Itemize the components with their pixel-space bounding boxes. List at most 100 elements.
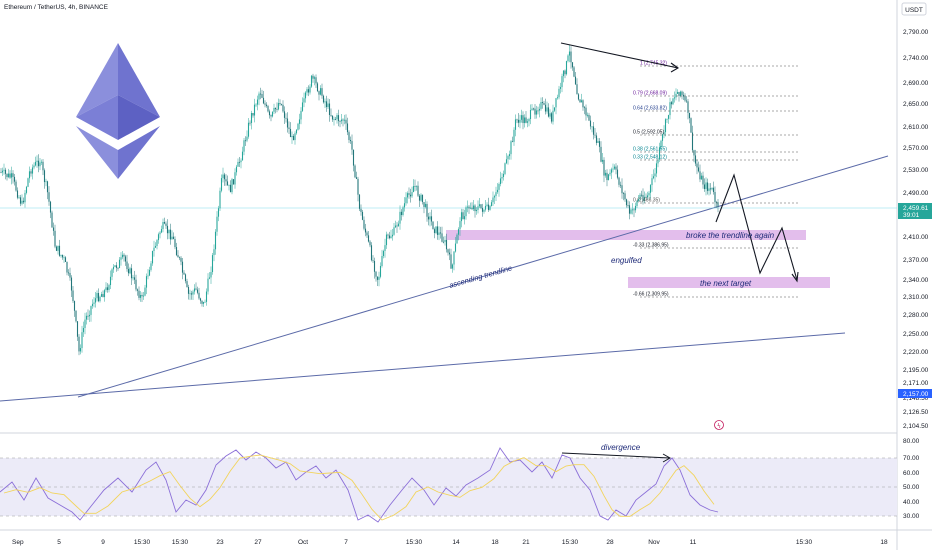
candle-body[interactable] [10,173,13,178]
candle-body[interactable] [96,293,98,299]
candle-body[interactable] [603,159,605,176]
candle-body[interactable] [523,117,526,123]
candle-body[interactable] [196,289,199,293]
candle-body[interactable] [636,200,638,206]
candle-body[interactable] [538,108,541,111]
candle-body[interactable] [591,126,593,128]
candle-body[interactable] [711,187,713,190]
candle-body[interactable] [270,115,272,117]
candle-body[interactable] [73,301,76,311]
candle-body[interactable] [534,108,536,115]
candle-body[interactable] [354,165,356,178]
candle-body[interactable] [699,171,701,180]
candle-body[interactable] [330,114,332,116]
candle-body[interactable] [148,269,151,276]
candle-body[interactable] [489,206,491,210]
candle-body[interactable] [553,107,556,111]
candle-body[interactable] [517,119,520,123]
candle-body[interactable] [297,123,299,130]
candle-body[interactable] [352,149,355,166]
candle-body[interactable] [477,206,479,210]
candle-body[interactable] [231,179,233,193]
candle-body[interactable] [592,126,595,135]
candle-body[interactable] [39,162,41,167]
candle-body[interactable] [576,84,578,95]
candle-body[interactable] [385,234,388,246]
candle-body[interactable] [259,93,262,95]
candle-body[interactable] [216,216,218,232]
candle-body[interactable] [429,216,431,220]
candle-body[interactable] [115,265,118,268]
candle-body[interactable] [69,272,71,278]
candle-body[interactable] [333,118,335,120]
candle-body[interactable] [217,208,220,217]
candle-body[interactable] [660,140,662,148]
candle-body[interactable] [129,268,131,274]
candle-body[interactable] [645,196,647,198]
candle-body[interactable] [184,274,187,282]
candle-body[interactable] [376,276,379,280]
candle-body[interactable] [34,161,37,166]
candle-body[interactable] [643,196,646,201]
candle-body[interactable] [36,160,38,162]
candle-body[interactable] [133,277,136,280]
candle-body[interactable] [189,293,191,295]
candle-body[interactable] [450,254,452,269]
candle-body[interactable] [135,279,137,290]
candle-body[interactable] [285,117,287,119]
candle-body[interactable] [564,70,566,75]
candle-body[interactable] [703,184,706,190]
candle-body[interactable] [118,259,121,269]
candle-body[interactable] [337,115,340,122]
candle-body[interactable] [315,77,317,84]
candle-body[interactable] [300,110,302,120]
candle-body[interactable] [507,156,509,160]
candle-body[interactable] [28,171,31,179]
candle-body[interactable] [228,184,230,186]
candle-body[interactable] [496,189,499,193]
candle-body[interactable] [568,51,571,56]
time-axis[interactable]: Sep 5 9 15:30 15:30 23 27 Oct 7 15:30 14 18 21 15:30 2… [12,539,888,546]
candle-body[interactable] [273,107,275,112]
candle-body[interactable] [624,193,626,200]
candle-body[interactable] [498,183,500,190]
candle-body[interactable] [469,207,472,209]
candle-body[interactable] [526,121,529,123]
candle-body[interactable] [22,200,25,203]
candle-body[interactable] [351,141,353,150]
candle-body[interactable] [375,271,377,277]
event-marker-icon[interactable] [714,420,724,430]
candle-body[interactable] [147,275,149,277]
candle-body[interactable] [619,184,622,186]
candle-body[interactable] [409,194,412,197]
candle-body[interactable] [570,51,572,63]
candle-body[interactable] [139,294,142,298]
candle-body[interactable] [91,303,94,307]
candle-body[interactable] [372,260,374,262]
candle-body[interactable] [715,202,718,203]
candle-body[interactable] [532,108,535,110]
candle-body[interactable] [205,291,208,302]
candle-body[interactable] [441,233,443,242]
currency-badge[interactable] [901,2,927,16]
candle-body[interactable] [598,141,601,147]
candle-body[interactable] [693,150,695,156]
candle-body[interactable] [207,278,209,292]
candle-body[interactable] [247,122,250,137]
candle-body[interactable] [367,235,370,242]
candle-body[interactable] [388,235,391,239]
candle-body[interactable] [402,207,404,215]
candle-body[interactable] [501,177,503,179]
candle-body[interactable] [451,264,454,269]
candle-body[interactable] [151,250,154,264]
candle-body[interactable] [657,159,659,164]
candle-body[interactable] [483,209,485,212]
candle-body[interactable] [226,181,229,186]
candle-body[interactable] [373,261,376,272]
candle-body[interactable] [172,236,175,239]
candle-body[interactable] [529,110,532,120]
candle-body[interactable] [652,176,655,179]
candle-body[interactable] [394,225,397,228]
candle-body[interactable] [411,192,413,197]
